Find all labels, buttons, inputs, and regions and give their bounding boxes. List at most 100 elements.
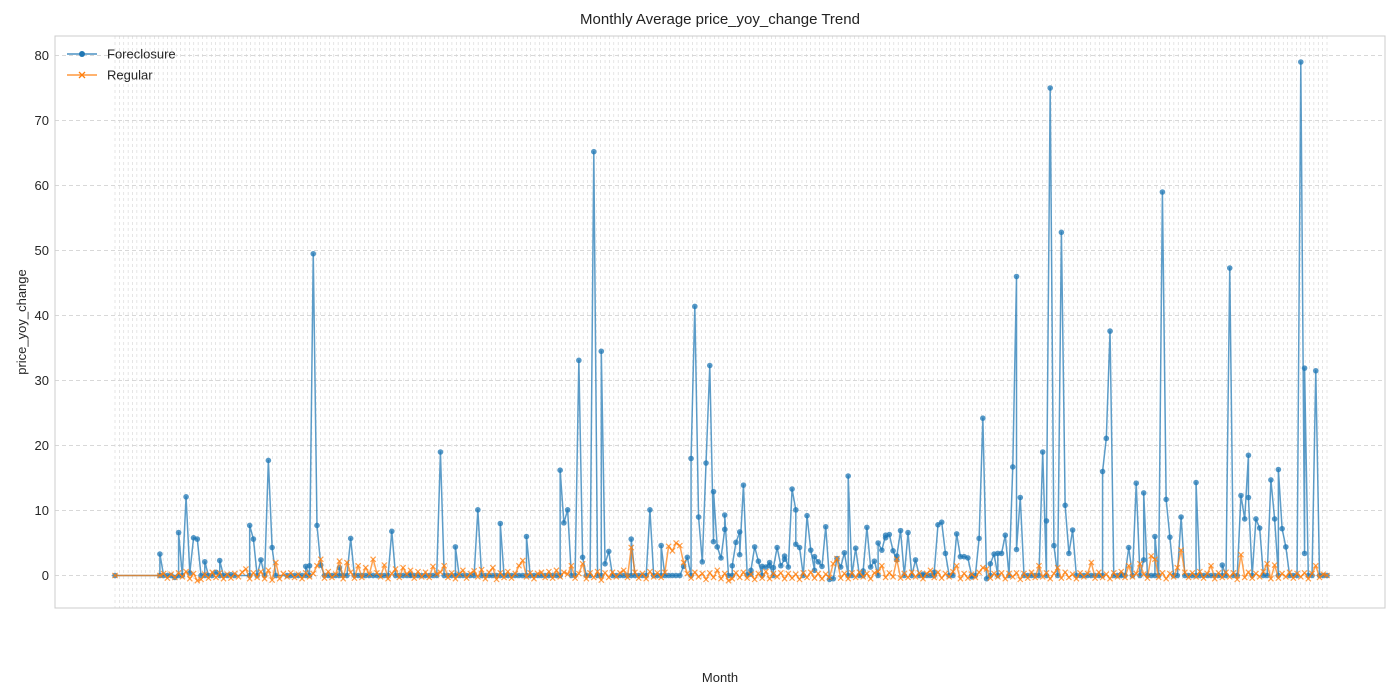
data-point — [437, 569, 444, 576]
data-point — [1238, 492, 1244, 499]
data-point — [748, 567, 754, 574]
data-point — [1241, 516, 1248, 522]
data-point — [1178, 547, 1185, 554]
data-point — [340, 575, 347, 582]
data-point — [198, 576, 205, 583]
data-point — [692, 303, 698, 310]
data-point — [1047, 575, 1054, 582]
data-point — [1013, 569, 1020, 576]
data-point — [1107, 575, 1114, 582]
data-point — [934, 569, 941, 576]
data-point — [362, 564, 369, 571]
data-point — [905, 529, 911, 536]
data-point — [1230, 569, 1237, 576]
data-point — [1043, 569, 1050, 576]
grid-lines — [55, 36, 1385, 608]
data-point — [575, 570, 582, 577]
data-point — [729, 575, 736, 582]
data-point — [355, 562, 362, 569]
data-point — [740, 569, 747, 576]
data-point — [699, 559, 706, 565]
data-point — [841, 570, 848, 577]
data-point — [579, 554, 586, 561]
data-point — [515, 562, 523, 569]
data-point — [658, 542, 664, 549]
data-point — [347, 535, 354, 542]
data-point — [1140, 490, 1147, 496]
data-point — [759, 575, 766, 582]
data-point — [411, 575, 418, 582]
data-point — [778, 562, 784, 569]
data-point — [377, 573, 384, 580]
data-point — [785, 564, 792, 570]
data-point — [695, 514, 702, 520]
data-point — [721, 570, 728, 577]
data-point — [1204, 570, 1211, 577]
data-point — [980, 415, 986, 422]
data-point — [111, 572, 119, 579]
data-point — [598, 577, 605, 584]
data-point — [489, 564, 496, 571]
data-point — [366, 571, 373, 578]
data-point — [815, 570, 822, 577]
data-point — [542, 574, 549, 581]
data-point — [216, 569, 223, 576]
data-point — [564, 571, 571, 578]
y-tick-label: 70 — [35, 113, 49, 128]
data-point — [269, 577, 276, 584]
data-point — [807, 569, 814, 576]
data-point — [793, 541, 799, 548]
data-point — [1073, 575, 1080, 582]
data-point — [1032, 574, 1039, 581]
data-point — [916, 569, 923, 576]
data-point — [1099, 468, 1106, 475]
data-point — [972, 574, 979, 581]
data-point — [762, 568, 769, 575]
data-point — [890, 548, 896, 554]
data-point — [194, 577, 201, 584]
data-point — [1279, 525, 1285, 532]
data-point — [841, 549, 848, 556]
data-point — [879, 547, 885, 553]
data-point — [523, 533, 530, 540]
y-tick-label: 10 — [35, 503, 49, 518]
data-point — [1002, 575, 1009, 582]
data-point — [325, 568, 332, 575]
data-point — [216, 557, 223, 564]
data-point — [867, 564, 874, 570]
data-point — [677, 572, 683, 579]
data-point — [441, 562, 448, 569]
data-point — [736, 529, 743, 535]
data-point — [530, 575, 537, 582]
data-point — [205, 575, 212, 582]
data-point — [1039, 449, 1046, 455]
data-point — [426, 574, 433, 581]
data-point — [242, 565, 249, 573]
data-point — [755, 558, 762, 564]
chart-title: Monthly Average price_yoy_change Trend — [580, 11, 860, 28]
data-point — [710, 574, 717, 581]
data-point — [1028, 569, 1035, 576]
legend-label: Foreclosure — [107, 47, 176, 62]
data-point — [265, 457, 272, 464]
data-point — [1013, 273, 1020, 280]
data-point — [1271, 562, 1278, 569]
data-point — [459, 567, 466, 574]
data-point — [893, 556, 900, 563]
data-point — [725, 577, 732, 584]
data-point — [538, 569, 545, 576]
data-point — [1283, 544, 1289, 550]
legend-item: Foreclosure — [67, 47, 176, 62]
data-point — [385, 575, 392, 582]
data-point — [422, 569, 429, 576]
data-point — [1062, 502, 1068, 509]
data-point — [953, 531, 960, 537]
data-point — [875, 540, 881, 546]
data-point — [1043, 518, 1050, 524]
data-point — [1114, 573, 1121, 580]
data-point — [194, 536, 201, 542]
data-point — [482, 575, 489, 582]
data-point — [781, 553, 788, 559]
data-point — [979, 564, 986, 571]
